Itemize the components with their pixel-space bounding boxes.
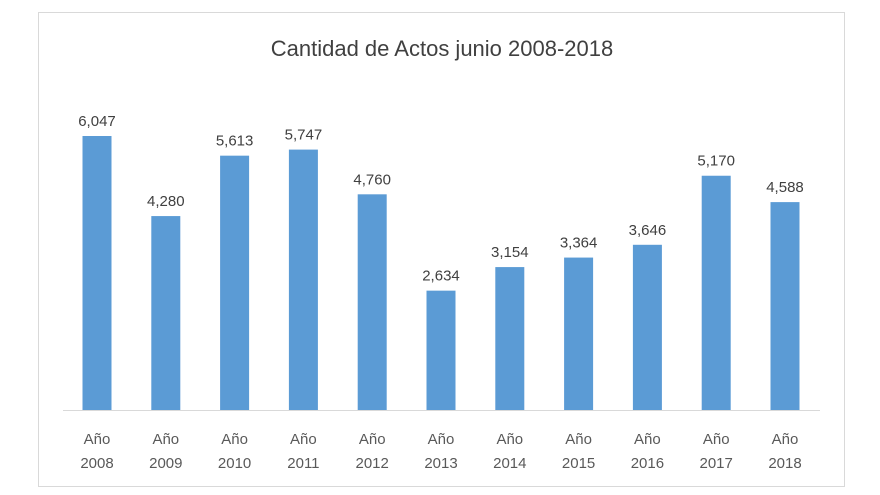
data-label-2017: 5,170	[697, 153, 735, 170]
bar-2018	[770, 202, 800, 410]
x-tick-label: 2013	[424, 455, 457, 472]
x-tick-label: 2018	[768, 455, 801, 472]
data-label-2010: 5,613	[216, 133, 254, 150]
x-tick-label: Año	[221, 431, 248, 448]
data-label-2012: 4,760	[353, 171, 391, 188]
data-label-2015: 3,364	[560, 235, 598, 252]
x-tick-label: 2008	[80, 455, 113, 472]
data-label-2008: 6,047	[78, 113, 116, 130]
x-tick-label: Año	[703, 431, 730, 448]
bar-2015	[564, 257, 594, 410]
data-label-2011: 5,747	[285, 127, 323, 144]
bar-2008	[82, 136, 112, 410]
x-tick-label: Año	[290, 431, 317, 448]
bar-2017	[701, 175, 731, 410]
x-tick-label: 2016	[631, 455, 664, 472]
data-label-2009: 4,280	[147, 193, 185, 210]
x-tick-label: Año	[428, 431, 455, 448]
bar-2010	[220, 155, 250, 410]
x-tick-label: Año	[84, 431, 111, 448]
data-label-2018: 4,588	[766, 179, 804, 196]
x-tick-label: Año	[772, 431, 799, 448]
bar-2016	[632, 244, 662, 410]
bar-2011	[288, 149, 318, 411]
bar-2012	[357, 194, 387, 410]
x-tick-label: 2009	[149, 455, 182, 472]
chart-title: Cantidad de Actos junio 2008-2018	[271, 36, 613, 61]
x-tick-label: 2011	[287, 455, 319, 472]
x-tick-label: 2017	[700, 455, 733, 472]
data-label-2016: 3,646	[629, 222, 667, 239]
x-tick-label: Año	[565, 431, 592, 448]
x-tick-label: Año	[496, 431, 523, 448]
x-tick-label: 2010	[218, 455, 251, 472]
data-label-2013: 2,634	[422, 268, 460, 285]
x-tick-label: 2012	[356, 455, 389, 472]
bar-2013	[426, 290, 456, 410]
x-tick-label: Año	[634, 431, 661, 448]
x-tick-label: Año	[152, 431, 179, 448]
bar-2014	[495, 267, 525, 410]
data-label-2014: 3,154	[491, 244, 529, 261]
x-tick-label: Año	[359, 431, 386, 448]
x-tick-label: 2015	[562, 455, 595, 472]
bar-2009	[151, 216, 181, 410]
chart-frame	[38, 12, 845, 487]
x-tick-label: 2014	[493, 455, 526, 472]
